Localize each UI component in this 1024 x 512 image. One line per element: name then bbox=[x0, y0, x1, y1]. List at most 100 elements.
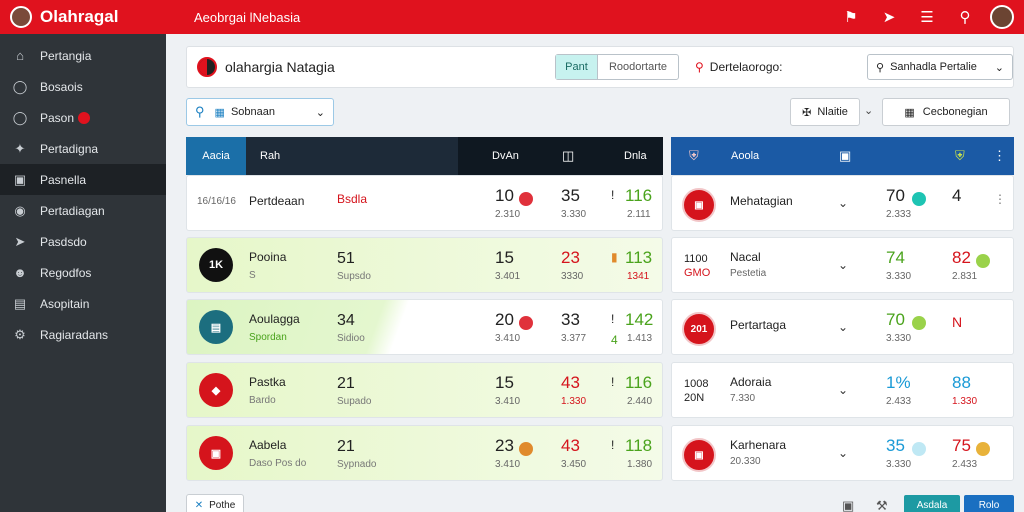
sidebar-item-6[interactable]: ➤ Pasdsdo bbox=[0, 226, 166, 257]
header-dropdown[interactable]: ⚲ Sanhadla Pertalie ⌄ bbox=[867, 54, 1013, 80]
sidebar-item-9[interactable]: ⚙ Ragiaradans bbox=[0, 319, 166, 350]
row-value: 23 bbox=[561, 248, 580, 267]
header-search[interactable]: ⚲ Dertelaorogo: bbox=[695, 60, 867, 74]
sidebar-item-8[interactable]: ▤ Asopitain bbox=[0, 288, 166, 319]
row-subvalue: 2.433 bbox=[886, 396, 912, 407]
row-sub: Bardo bbox=[249, 395, 276, 406]
table-row[interactable]: 1K Pooina S 51 Supsdo 15 3.401 23 3330 ▮… bbox=[186, 237, 663, 293]
row-marker: ▮ bbox=[611, 250, 618, 264]
category-button[interactable]: ▦ Cecbonegian bbox=[882, 98, 1010, 126]
window-icon[interactable]: ▣ bbox=[842, 498, 855, 512]
row-value: 74 bbox=[886, 248, 905, 267]
row-code: 1100 GMO bbox=[684, 252, 710, 280]
chevron-down-icon[interactable]: ⌄ bbox=[838, 258, 849, 272]
right-table-header: ⛨ Aoola ▣ ⛨ ⋮ bbox=[671, 137, 1014, 175]
sidebar-item-4[interactable]: ▣ Pasnella bbox=[0, 164, 166, 195]
home-icon: ⌂ bbox=[16, 48, 24, 63]
row-value: 1% bbox=[886, 373, 911, 392]
row-value: 75 bbox=[952, 436, 971, 455]
kebab-menu-icon[interactable]: ⋮ bbox=[993, 148, 1006, 163]
column-header[interactable]: DvAn bbox=[492, 150, 519, 162]
row-value: 70 bbox=[886, 186, 905, 205]
filter-search-input[interactable]: ⚲ ▦ Sobnaan ⌄ bbox=[186, 98, 334, 126]
row-value: 20 bbox=[495, 310, 514, 329]
row-value: 35 bbox=[561, 186, 580, 205]
status-dot bbox=[976, 442, 990, 456]
row-value: 34 bbox=[337, 312, 355, 329]
status-dot bbox=[976, 254, 990, 268]
user-avatar[interactable] bbox=[990, 5, 1014, 29]
row-subvalue: 3.410 bbox=[495, 459, 521, 470]
status-dot bbox=[912, 192, 926, 206]
sidebar-item-7[interactable]: ☻ Regodfos bbox=[0, 257, 166, 288]
filter-button[interactable]: ✠ Nlaitie bbox=[790, 98, 860, 126]
row-name: Pooina bbox=[249, 250, 287, 264]
team-logo-icon: ▣ bbox=[682, 438, 716, 472]
row-value: 116 bbox=[625, 186, 653, 205]
status-dot bbox=[519, 316, 533, 330]
column-header[interactable]: Aacia bbox=[186, 137, 246, 175]
chevron-down-icon[interactable]: ⌄ bbox=[838, 446, 849, 460]
column-header-group bbox=[458, 137, 663, 175]
row-subvalue: 3.330 bbox=[886, 459, 912, 470]
row-name: Aoulagga bbox=[249, 312, 300, 326]
chevron-down-icon[interactable]: ⌄ bbox=[838, 196, 849, 210]
row-value: 113 bbox=[625, 248, 653, 267]
header-title: olahargia Natagia bbox=[225, 59, 335, 75]
chevron-down-icon[interactable]: ⌄ bbox=[838, 383, 849, 397]
bottom-left-button[interactable]: ✕ Pothe bbox=[186, 494, 244, 512]
top-bar: Olahragal Aeobrgai lNebasia ⚑ ➤ ☰ ⚲ bbox=[0, 0, 1024, 34]
sidebar-item-label: Asopitain bbox=[40, 296, 90, 311]
document-icon[interactable]: ◫ bbox=[562, 148, 575, 163]
sidebar-item-3[interactable]: ✦ Pertadigna bbox=[0, 133, 166, 164]
row-subvalue: 3.410 bbox=[495, 333, 521, 344]
chevron-down-icon[interactable]: ⌄ bbox=[838, 320, 849, 334]
chevron-down-icon[interactable]: ⌄ bbox=[864, 105, 874, 117]
sidebar-item-5[interactable]: ◉ Pertadiagan bbox=[0, 195, 166, 226]
team-logo-icon: 1K bbox=[199, 248, 233, 282]
badge-icon: ▣ bbox=[839, 148, 852, 163]
bolt-icon[interactable]: ➤ bbox=[882, 9, 896, 26]
row-sub: Daso Pos do bbox=[249, 458, 307, 469]
row-subvalue: 3.401 bbox=[495, 271, 521, 282]
column-header[interactable]: Aoola bbox=[731, 150, 760, 162]
star-icon: ✦ bbox=[14, 140, 26, 156]
row-marker: ! bbox=[611, 312, 615, 326]
bell-icon: ◯ bbox=[12, 109, 28, 125]
primary-action-button[interactable]: Asdala bbox=[904, 495, 960, 512]
table-row[interactable]: 201 Pertartaga ⌄ 70 3.330 N bbox=[671, 299, 1014, 355]
kebab-menu-icon[interactable]: ⋮ bbox=[994, 192, 1006, 206]
table-row[interactable]: 1008 20N Adoraia 7.330 ⌄ 1% 2.433 88 1.33… bbox=[671, 362, 1014, 418]
flag-icon[interactable]: ⚑ bbox=[844, 9, 858, 26]
row-value: 33 bbox=[561, 310, 580, 329]
view-toggle-active[interactable]: Pant bbox=[556, 55, 598, 79]
brand-avatar bbox=[10, 6, 32, 28]
row-value: 142 bbox=[625, 310, 654, 329]
sidebar-item-2[interactable]: ◯ Pason bbox=[0, 102, 166, 133]
secondary-action-button[interactable]: Rolo bbox=[964, 495, 1014, 512]
view-toggle-other[interactable]: Roodortarte bbox=[608, 61, 668, 73]
sliders-icon[interactable]: ☰ bbox=[920, 9, 934, 26]
row-subvalue: 2.111 bbox=[627, 209, 651, 220]
table-row[interactable]: 16/16/16 Pertdeaan Bsdla 10 2.310 35 3.3… bbox=[186, 175, 663, 231]
column-header[interactable]: Rah bbox=[260, 150, 281, 162]
table-row[interactable]: ▣ Aabela Daso Pos do 21 Sypnado 23 3.410… bbox=[186, 425, 663, 481]
table-row[interactable]: 1100 GMO Nacal Pestetia ⌄ 74 3.330 82 2.8… bbox=[671, 237, 1014, 293]
table-row[interactable]: ▣ Mehatagian ⌄ 70 2.333 4 ⋮ bbox=[671, 175, 1014, 231]
tools-icon[interactable]: ⚒ bbox=[876, 498, 888, 512]
grid-icon: ▦ bbox=[214, 106, 225, 119]
cross-icon: ✠ bbox=[802, 106, 812, 119]
sidebar-item-1[interactable]: ◯ Bosaois bbox=[0, 71, 166, 102]
table-row[interactable]: ▣ Karhenara 20.330 ⌄ 35 3.330 75 2.433 bbox=[671, 425, 1014, 481]
brand-name[interactable]: Olahragal bbox=[40, 7, 119, 26]
sidebar-item-0[interactable]: ⌂ Pertangia bbox=[0, 40, 166, 71]
table-row[interactable]: ▤ Aoulagga Spordan 34 Sidioo 20 3.410 33… bbox=[186, 299, 663, 355]
column-header[interactable]: Dnla bbox=[624, 150, 647, 162]
row-code-line: 1100 bbox=[684, 253, 708, 265]
table-row[interactable]: ◆ Pastka Bardo 21 Supado 15 3.410 43 1.3… bbox=[186, 362, 663, 418]
search-icon[interactable]: ⚲ bbox=[959, 9, 971, 26]
row-marker: ! bbox=[611, 375, 615, 389]
filter-button-label: Nlaitie bbox=[817, 106, 848, 118]
table-icon: ▣ bbox=[13, 171, 27, 187]
page-title: Aeobrgai lNebasia bbox=[194, 9, 301, 25]
